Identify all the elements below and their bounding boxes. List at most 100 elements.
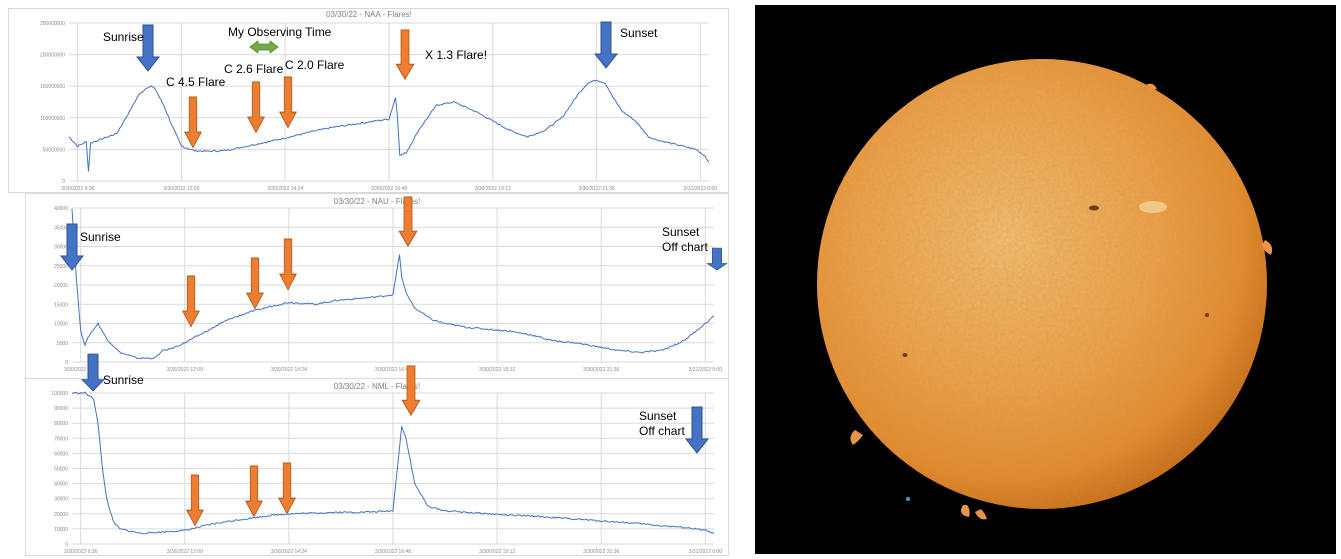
observing-time-double-arrow-icon <box>249 40 279 54</box>
nml-grid <box>72 392 714 545</box>
nau-flare-arrow-1-icon <box>182 275 200 328</box>
sunspot-group <box>902 201 1209 357</box>
nml-flare-arrow-1-icon <box>186 474 204 527</box>
nml-ytick-label: 90000 <box>54 406 68 412</box>
nau-flare-arrow-x13-icon <box>398 196 418 247</box>
nml-flare-arrow-3-icon <box>278 462 296 515</box>
nau-sunrise-label: Sunrise <box>80 230 121 244</box>
naa-ytick-label: 50000000 <box>43 147 65 153</box>
naa-chart-title: 03/30/22 - NAA - Flares! <box>326 10 412 19</box>
nml-flare-arrow-x13-icon <box>401 365 421 416</box>
nau-ytick-label: 35000 <box>54 225 68 231</box>
nml-sunrise-label: Sunrise <box>103 373 144 387</box>
nau-flare-arrow-3-icon <box>279 238 297 291</box>
solar-prominences <box>850 83 1273 520</box>
nml-xtick-label: 3/30/2022 12:00 <box>167 549 203 555</box>
nml-ytick-label: 0 <box>65 542 68 548</box>
nau-ytick-labels: 0 5000 10000 15000 20000 25000 30000 35000 40000 <box>54 206 68 366</box>
reflection-dot <box>906 497 910 501</box>
nml-flare-arrow-2-icon <box>245 465 263 518</box>
naa-ytick-label: 150000000 <box>40 84 65 90</box>
nau-xtick-label: 3/30/2022 9:36 <box>64 367 98 373</box>
nau-ytick-label: 0 <box>65 360 68 366</box>
nau-xtick-label: 3/30/2022 21:36 <box>583 367 619 373</box>
sun-photo <box>755 5 1336 554</box>
nau-ytick-label: 40000 <box>54 206 68 212</box>
nml-ytick-label: 10000 <box>54 527 68 533</box>
nau-xtick-label: 3/30/2022 14:24 <box>271 367 307 373</box>
naa-xtick-label: 3/30/2022 12:00 <box>163 186 199 192</box>
nml-xtick-label: 3/31/2022 0:00 <box>689 549 723 555</box>
nau-xtick-label: 3/30/2022 16:48 <box>375 367 411 373</box>
naa-xtick-labels: 3/30/2022 9:36 3/30/2022 12:00 3/30/2022 1… <box>61 186 717 192</box>
nml-ytick-label: 50000 <box>54 467 68 473</box>
nau-chart-panel: 0 5000 10000 15000 20000 25000 30000 35000 40000… <box>25 193 729 380</box>
nml-xtick-label: 3/30/2022 14:24 <box>271 549 307 555</box>
naa-ytick-label: 0 <box>62 179 65 185</box>
sun-surface-texture <box>817 59 1267 509</box>
nml-ytick-label: 70000 <box>54 436 68 442</box>
nau-xtick-label: 3/30/2022 12:00 <box>167 367 203 373</box>
nau-xtick-label: 3/30/2022 19:12 <box>479 367 515 373</box>
sunrise-label: Sunrise <box>103 30 144 44</box>
naa-xtick-label: 3/30/2022 14:24 <box>267 186 303 192</box>
flare-arrow-c26-icon <box>247 81 265 134</box>
flare-x13-label: X 1.3 Flare! <box>425 48 487 62</box>
nau-ytick-label: 30000 <box>54 245 68 251</box>
nau-ytick-label: 25000 <box>54 264 68 270</box>
naa-ytick-label: 100000000 <box>40 116 65 122</box>
naa-ytick-labels: 0 50000000 100000000 150000000 200000000 2500… <box>40 21 65 185</box>
naa-series-line <box>68 79 710 172</box>
flare-c26-label: C 2.6 Flare <box>224 62 284 76</box>
nml-ytick-label: 60000 <box>54 451 68 457</box>
flare-arrow-c45-icon <box>184 96 202 149</box>
nml-ytick-label: 30000 <box>54 497 68 503</box>
nau-series-line <box>71 208 715 360</box>
nau-chart-title: 03/30/22 - NAU - Flares! <box>334 197 421 206</box>
annotation-overlay: Sunrise My Observing Time C 4.5 Flare C … <box>60 21 728 527</box>
naa-xtick-label: 3/30/2022 16:48 <box>371 186 407 192</box>
nau-sunset-label-line-2: Off chart <box>662 240 708 254</box>
nml-sunset-label-line-2: Off chart <box>639 424 685 438</box>
nau-ytick-label: 10000 <box>54 322 68 328</box>
nml-ytick-label: 40000 <box>54 482 68 488</box>
sun-disk-image <box>817 59 1273 520</box>
naa-xtick-label: 3/30/2022 19:12 <box>475 186 511 192</box>
nml-sunrise-arrow-icon <box>81 353 105 392</box>
observing-time-label: My Observing Time <box>228 25 332 39</box>
nml-xtick-label: 3/30/2022 19:12 <box>479 549 515 555</box>
naa-xtick-label: 3/31/2022 0:00 <box>684 186 718 192</box>
nml-xtick-label: 3/30/2022 16:48 <box>375 549 411 555</box>
flare-arrow-x13-icon <box>395 29 415 80</box>
nml-sunset-arrow-icon <box>685 406 709 454</box>
nml-xtick-label: 3/30/2022 21:36 <box>583 549 619 555</box>
nml-chart: 0 10000 20000 30000 40000 50000 60000 70000 8000… <box>51 382 722 555</box>
nml-chart-panel: 0 10000 20000 30000 40000 50000 60000 70000 8000… <box>25 378 729 556</box>
nml-xtick-labels: 3/30/2022 9:36 3/30/2022 12:00 3/30/2022 1… <box>64 549 722 555</box>
nau-xtick-label: 3/31/2022 0:00 <box>689 367 723 373</box>
naa-xtick-label: 3/30/2022 21:36 <box>578 186 614 192</box>
nau-sunset-arrow-icon <box>706 247 728 271</box>
nml-ytick-label: 20000 <box>54 512 68 518</box>
nau-ytick-label: 20000 <box>54 283 68 289</box>
nml-ytick-label: 80000 <box>54 421 68 427</box>
naa-xtick-label: 3/30/2022 9:36 <box>61 186 95 192</box>
nml-sunset-label-line-1: Sunset <box>639 409 677 423</box>
sunset-label: Sunset <box>620 26 658 40</box>
nml-xtick-label: 3/30/2022 9:36 <box>64 549 98 555</box>
nau-flare-arrow-2-icon <box>246 257 264 310</box>
nml-series-line <box>71 391 715 535</box>
nml-chart-title: 03/30/22 - NML - Flares! <box>334 382 420 391</box>
flare-c45-label: C 4.5 Flare <box>166 75 226 89</box>
sunset-arrow-icon <box>594 21 618 69</box>
nau-sunset-label: Sunset Off chart <box>662 225 708 254</box>
nau-xtick-labels: 3/30/2022 9:36 3/30/2022 12:00 3/30/2022 1… <box>64 367 722 373</box>
nml-sunset-label: Sunset Off chart <box>639 409 685 438</box>
nau-ytick-label: 5000 <box>57 341 68 347</box>
flare-c20-label: C 2.0 Flare <box>285 58 345 72</box>
naa-ytick-label: 200000000 <box>40 53 65 59</box>
nml-ytick-labels: 0 10000 20000 30000 40000 50000 60000 70000 8000… <box>51 391 68 548</box>
naa-ytick-label: 250000000 <box>40 21 65 27</box>
nau-ytick-label: 15000 <box>54 302 68 308</box>
nml-ytick-label: 100000 <box>51 391 68 397</box>
